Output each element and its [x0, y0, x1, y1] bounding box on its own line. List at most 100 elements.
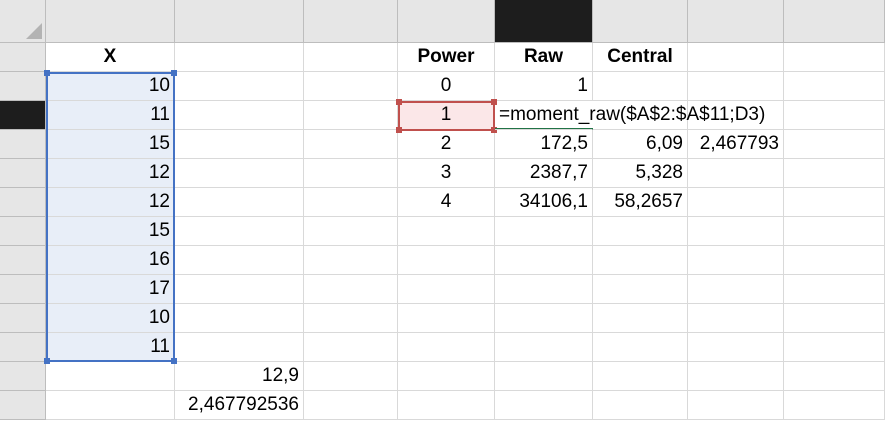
cell-f11[interactable]	[593, 333, 688, 362]
row-header-2[interactable]	[0, 72, 46, 101]
cell-d7[interactable]	[398, 217, 495, 246]
row-header-13[interactable]	[0, 391, 46, 420]
cell-d8[interactable]	[398, 246, 495, 275]
cell-a13[interactable]	[46, 391, 175, 420]
cell-a5[interactable]: 12	[46, 159, 175, 188]
cell-a3[interactable]: 11	[46, 101, 175, 130]
cell-g10[interactable]	[688, 304, 784, 333]
cell-h8[interactable]	[784, 246, 885, 275]
cell-b4[interactable]	[175, 130, 304, 159]
row-header-11[interactable]	[0, 333, 46, 362]
cell-c5[interactable]	[304, 159, 398, 188]
cell-f1[interactable]: Central	[593, 43, 688, 72]
cell-g2[interactable]	[688, 72, 784, 101]
cell-g3[interactable]	[688, 101, 784, 130]
cell-e1[interactable]: Raw	[495, 43, 593, 72]
cell-a2[interactable]: 10	[46, 72, 175, 101]
cell-d3[interactable]: 1	[398, 101, 495, 130]
cell-h6[interactable]	[784, 188, 885, 217]
cell-b6[interactable]	[175, 188, 304, 217]
cell-e11[interactable]	[495, 333, 593, 362]
cell-h5[interactable]	[784, 159, 885, 188]
cell-a9[interactable]: 17	[46, 275, 175, 304]
cell-e5[interactable]: 2387,7	[495, 159, 593, 188]
cell-e10[interactable]	[495, 304, 593, 333]
cell-g7[interactable]	[688, 217, 784, 246]
column-header-a[interactable]	[46, 0, 175, 43]
cell-h11[interactable]	[784, 333, 885, 362]
cell-f8[interactable]	[593, 246, 688, 275]
cell-f6[interactable]: 58,2657	[593, 188, 688, 217]
cell-f12[interactable]	[593, 362, 688, 391]
cell-c11[interactable]	[304, 333, 398, 362]
cell-c4[interactable]	[304, 130, 398, 159]
cell-g8[interactable]	[688, 246, 784, 275]
cell-d2[interactable]: 0	[398, 72, 495, 101]
cell-d1[interactable]: Power	[398, 43, 495, 72]
cell-f7[interactable]	[593, 217, 688, 246]
cell-a12[interactable]	[46, 362, 175, 391]
cell-a4[interactable]: 15	[46, 130, 175, 159]
cell-a6[interactable]: 12	[46, 188, 175, 217]
cell-d4[interactable]: 2	[398, 130, 495, 159]
row-header-10[interactable]	[0, 304, 46, 333]
cell-e8[interactable]	[495, 246, 593, 275]
cell-b2[interactable]	[175, 72, 304, 101]
cell-e13[interactable]	[495, 391, 593, 420]
row-header-5[interactable]	[0, 159, 46, 188]
cell-b1[interactable]	[175, 43, 304, 72]
cell-c1[interactable]	[304, 43, 398, 72]
cell-e3[interactable]: =moment_raw($A$2:$A$11;D3)	[495, 101, 765, 130]
cell-d11[interactable]	[398, 333, 495, 362]
column-header-c[interactable]	[304, 0, 398, 43]
cell-h4[interactable]	[784, 130, 885, 159]
cell-d5[interactable]: 3	[398, 159, 495, 188]
cell-c12[interactable]	[304, 362, 398, 391]
cell-d6[interactable]: 4	[398, 188, 495, 217]
cell-c7[interactable]	[304, 217, 398, 246]
cell-e7[interactable]	[495, 217, 593, 246]
cell-d10[interactable]	[398, 304, 495, 333]
cell-f9[interactable]	[593, 275, 688, 304]
cell-e2[interactable]: 1	[495, 72, 593, 101]
cell-e9[interactable]	[495, 275, 593, 304]
cell-b11[interactable]	[175, 333, 304, 362]
cell-f3[interactable]	[593, 101, 688, 130]
cell-h9[interactable]	[784, 275, 885, 304]
column-header-b[interactable]	[175, 0, 304, 43]
cell-d12[interactable]	[398, 362, 495, 391]
column-header-f[interactable]	[593, 0, 688, 43]
cell-b12[interactable]: 12,9	[175, 362, 304, 391]
cell-f4[interactable]: 6,09	[593, 130, 688, 159]
cell-h12[interactable]	[784, 362, 885, 391]
cell-c13[interactable]	[304, 391, 398, 420]
cell-a7[interactable]: 15	[46, 217, 175, 246]
cell-c3[interactable]	[304, 101, 398, 130]
row-header-12[interactable]	[0, 362, 46, 391]
cell-c6[interactable]	[304, 188, 398, 217]
row-header-4[interactable]	[0, 130, 46, 159]
cell-g9[interactable]	[688, 275, 784, 304]
cell-b8[interactable]	[175, 246, 304, 275]
cell-a1[interactable]: X	[46, 43, 175, 72]
cell-f13[interactable]	[593, 391, 688, 420]
cell-b7[interactable]	[175, 217, 304, 246]
cell-g1[interactable]	[688, 43, 784, 72]
row-header-6[interactable]	[0, 188, 46, 217]
row-header-1[interactable]	[0, 43, 46, 72]
cell-b5[interactable]	[175, 159, 304, 188]
cell-f10[interactable]	[593, 304, 688, 333]
cell-h10[interactable]	[784, 304, 885, 333]
cell-c2[interactable]	[304, 72, 398, 101]
cell-h13[interactable]	[784, 391, 885, 420]
cell-g4[interactable]: 2,467793	[688, 130, 784, 159]
cell-b9[interactable]	[175, 275, 304, 304]
cell-b13[interactable]: 2,467792536	[175, 391, 304, 420]
row-header-7[interactable]	[0, 217, 46, 246]
cell-c8[interactable]	[304, 246, 398, 275]
cell-g5[interactable]	[688, 159, 784, 188]
cell-a10[interactable]: 10	[46, 304, 175, 333]
row-header-8[interactable]	[0, 246, 46, 275]
cell-h7[interactable]	[784, 217, 885, 246]
select-all-corner[interactable]	[0, 0, 46, 43]
